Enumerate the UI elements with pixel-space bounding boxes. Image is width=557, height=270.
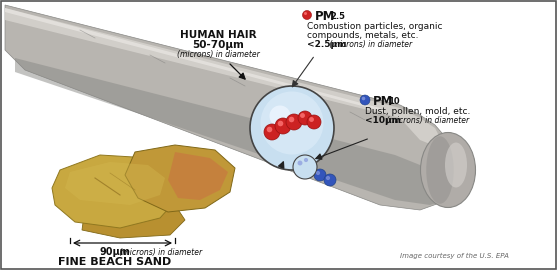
Circle shape <box>302 156 314 168</box>
Circle shape <box>293 155 317 179</box>
Text: (microns) in diameter: (microns) in diameter <box>117 248 202 257</box>
Text: <2.5μm: <2.5μm <box>307 40 346 49</box>
Circle shape <box>297 161 302 166</box>
Circle shape <box>316 171 320 175</box>
Text: Combustion particles, organic: Combustion particles, organic <box>307 22 442 31</box>
Text: compounds, metals, etc.: compounds, metals, etc. <box>307 31 418 40</box>
Circle shape <box>267 127 272 132</box>
Text: PM: PM <box>315 10 335 23</box>
Circle shape <box>250 86 334 170</box>
Circle shape <box>278 121 284 126</box>
Circle shape <box>326 176 330 180</box>
Circle shape <box>307 115 321 129</box>
Text: (microns) in diameter: (microns) in diameter <box>327 40 412 49</box>
Text: 90μm: 90μm <box>100 247 131 257</box>
Polygon shape <box>168 152 228 200</box>
Circle shape <box>286 114 302 130</box>
Polygon shape <box>5 8 440 148</box>
Circle shape <box>360 95 370 105</box>
Circle shape <box>309 117 314 122</box>
Circle shape <box>264 124 280 140</box>
Text: Dust, pollen, mold, etc.: Dust, pollen, mold, etc. <box>365 107 470 116</box>
Circle shape <box>275 118 291 134</box>
Circle shape <box>261 92 324 154</box>
Circle shape <box>361 97 365 100</box>
Text: (microns) in diameter: (microns) in diameter <box>177 50 260 59</box>
Text: 2.5: 2.5 <box>330 12 345 21</box>
Text: (microns) in diameter: (microns) in diameter <box>384 116 469 125</box>
Text: HUMAN HAIR: HUMAN HAIR <box>180 30 256 40</box>
Circle shape <box>302 11 311 19</box>
Polygon shape <box>5 8 385 112</box>
Circle shape <box>324 174 336 186</box>
Ellipse shape <box>421 133 476 208</box>
Polygon shape <box>5 5 448 210</box>
Circle shape <box>314 169 326 181</box>
Text: 10: 10 <box>388 97 399 106</box>
Circle shape <box>304 12 307 15</box>
Polygon shape <box>65 162 165 205</box>
Text: 50-70μm: 50-70μm <box>192 40 244 50</box>
Circle shape <box>304 158 308 162</box>
Polygon shape <box>82 200 185 238</box>
Text: FINE BEACH SAND: FINE BEACH SAND <box>58 257 172 267</box>
Ellipse shape <box>445 143 467 187</box>
Ellipse shape <box>426 136 454 204</box>
Text: PM: PM <box>373 95 393 108</box>
Circle shape <box>300 113 305 118</box>
Text: <10μm: <10μm <box>365 116 401 125</box>
Text: Image courtesy of the U.S. EPA: Image courtesy of the U.S. EPA <box>400 253 509 259</box>
Circle shape <box>270 106 291 127</box>
Polygon shape <box>125 145 235 212</box>
Circle shape <box>295 158 309 172</box>
Polygon shape <box>52 155 178 228</box>
Polygon shape <box>15 58 448 205</box>
Circle shape <box>298 111 312 125</box>
Circle shape <box>289 117 294 122</box>
